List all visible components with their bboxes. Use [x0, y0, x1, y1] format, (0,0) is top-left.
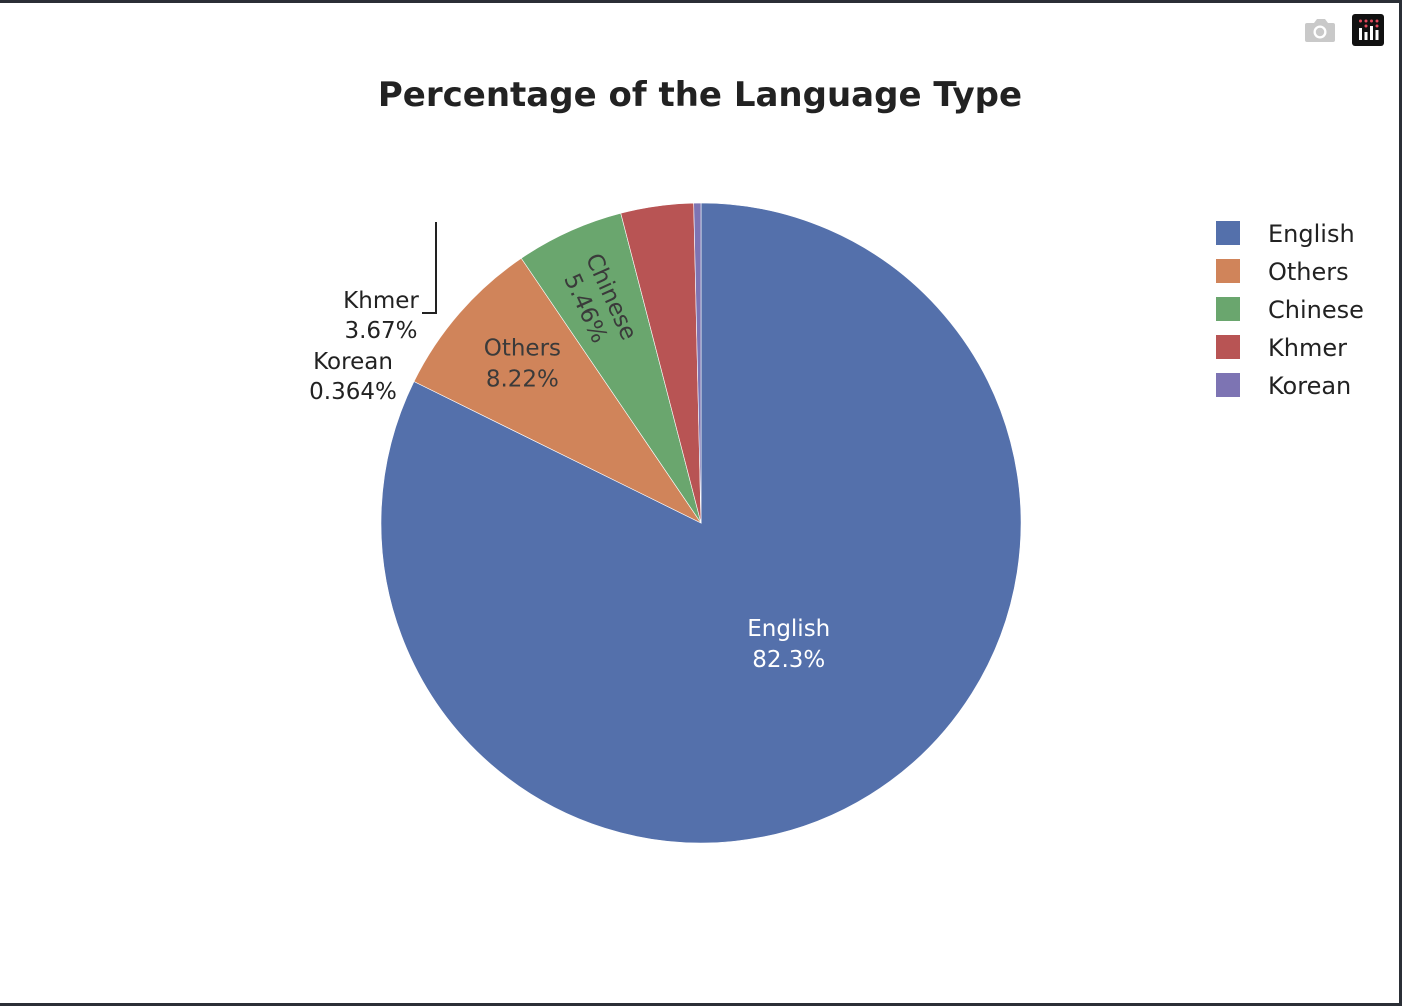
legend-label-korean: Korean: [1268, 372, 1351, 400]
pie-slice-english[interactable]: [380, 202, 1022, 844]
legend-swatch-others: [1216, 259, 1240, 283]
legend-item-english[interactable]: English: [1216, 220, 1355, 248]
pie-slice-korean[interactable]: [693, 202, 702, 524]
slice-value-others: 8.22%: [486, 367, 559, 393]
plotly-logo-icon[interactable]: [1351, 13, 1385, 47]
legend-swatch-korean: [1216, 373, 1240, 397]
slice-label-korean: Korean: [313, 349, 393, 375]
slice-label-english: English: [747, 616, 830, 642]
pie-slices: [380, 202, 1022, 844]
legend: English Others Chinese Khmer Korean: [1216, 220, 1364, 400]
slice-value-english: 82.3%: [752, 647, 825, 673]
slice-value-khmer: 3.67%: [344, 318, 417, 344]
legend-item-chinese[interactable]: Chinese: [1216, 296, 1364, 324]
legend-swatch-chinese: [1216, 297, 1240, 321]
pie-chart: Percentage of the Language Type English 8…: [309, 75, 1364, 844]
slice-label-others: Others: [484, 336, 561, 362]
legend-item-others[interactable]: Others: [1216, 258, 1349, 286]
legend-label-english: English: [1268, 220, 1355, 248]
legend-label-others: Others: [1268, 258, 1349, 286]
chart-title: Percentage of the Language Type: [378, 75, 1022, 115]
legend-swatch-khmer: [1216, 335, 1240, 359]
slice-value-korean: 0.364%: [309, 379, 397, 405]
legend-item-korean[interactable]: Korean: [1216, 372, 1351, 400]
legend-label-khmer: Khmer: [1268, 334, 1347, 362]
modebar: [1303, 13, 1385, 47]
pie-slice-others[interactable]: [413, 257, 702, 524]
legend-item-khmer[interactable]: Khmer: [1216, 334, 1347, 362]
slice-label-khmer: Khmer: [343, 288, 419, 314]
legend-label-chinese: Chinese: [1268, 296, 1364, 324]
khmer-label-connector: [422, 222, 437, 314]
legend-swatch-english: [1216, 221, 1240, 245]
camera-icon[interactable]: [1303, 13, 1337, 47]
